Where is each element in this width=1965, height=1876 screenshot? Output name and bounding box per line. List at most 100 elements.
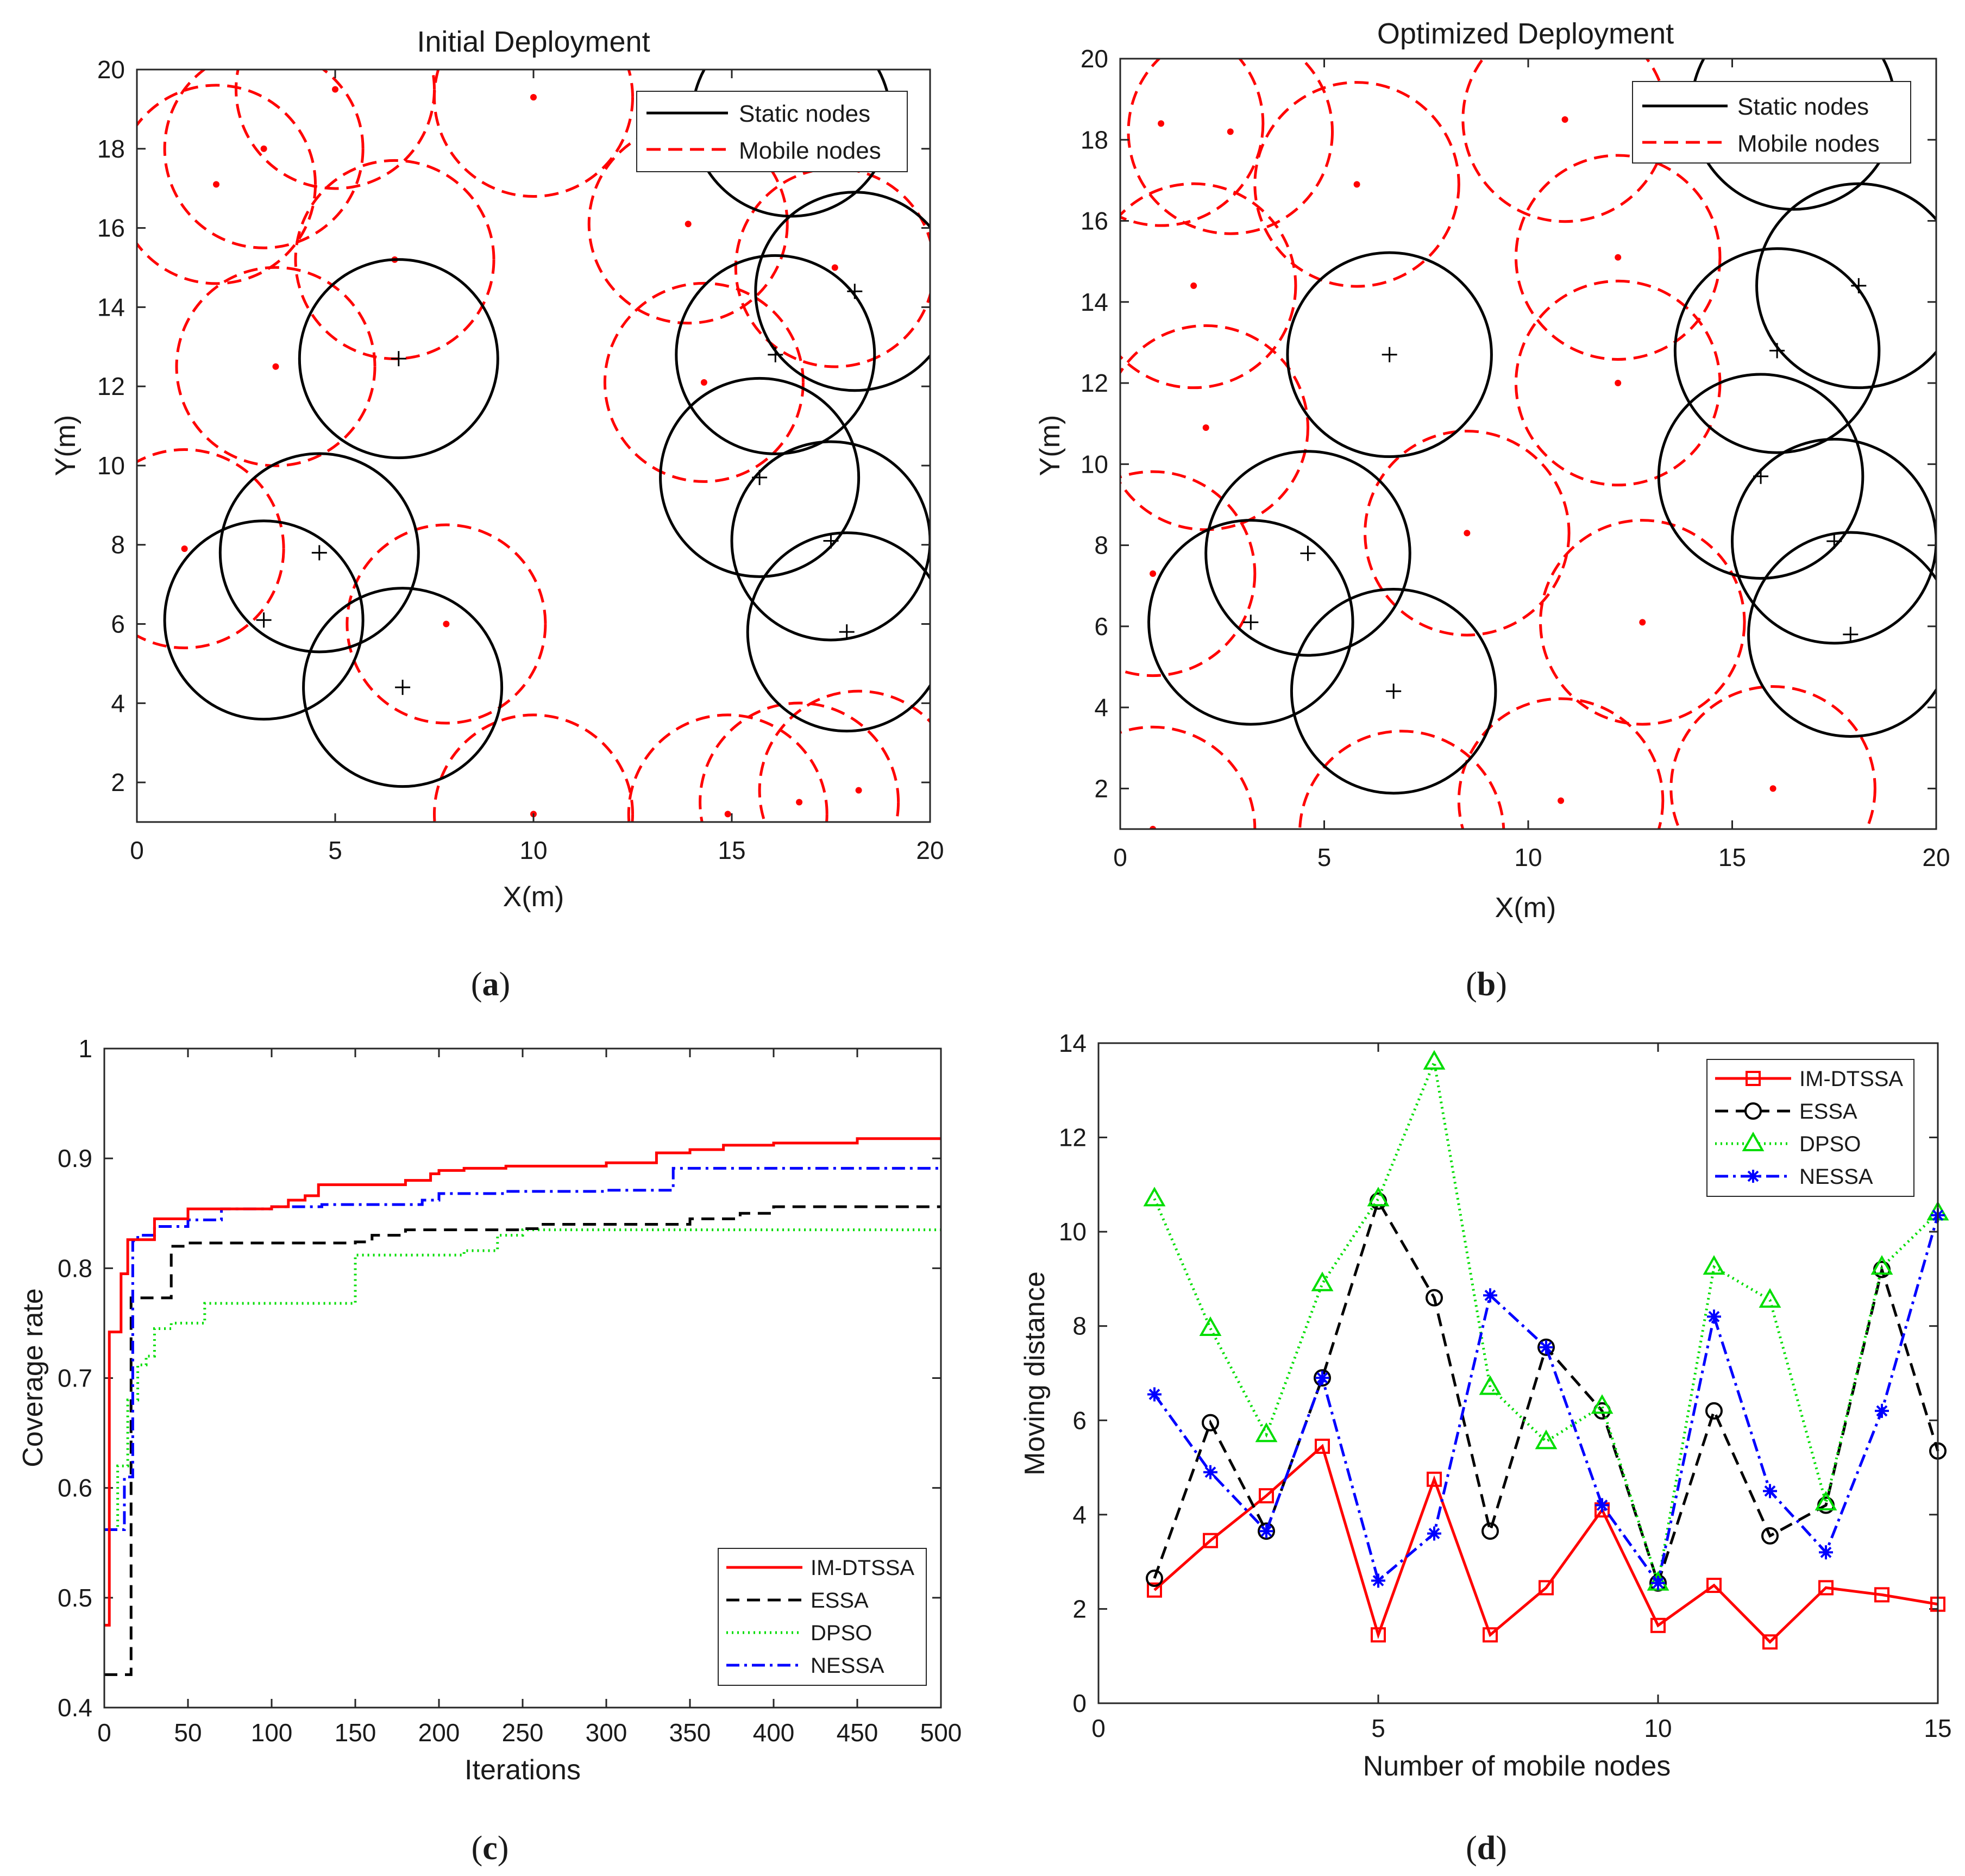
panel-b-nodes <box>1120 59 1936 829</box>
panel-d: 0 5 10 15 0 2 4 6 8 10 12 14 Number of mobile nodes… <box>1019 1029 1952 1867</box>
panel-c-xtick-label: 250 <box>502 1718 544 1747</box>
panel-d-legend-label-essa: ESSA <box>1799 1100 1857 1124</box>
panel-b-ytick-label: 2 <box>1094 774 1108 802</box>
panel-a-mobile-node-13 <box>855 787 862 794</box>
panel-d-marker-dpso <box>1199 1316 1222 1337</box>
caption-c: (c) <box>472 1830 509 1867</box>
panel-a-ytick-label: 6 <box>111 610 125 638</box>
panel-c-ytick-label: 0.5 <box>58 1584 92 1612</box>
panel-a-mobile-node-2 <box>260 145 267 152</box>
panel-d-marker-nessa <box>1595 1498 1609 1513</box>
panel-d-legend-marker-nessa <box>1747 1170 1760 1183</box>
panel-c-xtick-label: 450 <box>837 1718 878 1747</box>
panel-d-marker-essa <box>1146 1570 1163 1588</box>
panel-a-static-node-3 <box>256 612 272 628</box>
panel-b-mobile-node-7 <box>1202 424 1209 431</box>
panel-d-xtick-label: 5 <box>1371 1714 1385 1742</box>
panel-d-marker-dpso <box>1311 1271 1334 1291</box>
panel-b-ytick-label: 6 <box>1094 612 1108 641</box>
panel-a-mobile-range-9 <box>603 281 805 483</box>
panel-c-legend-label-essa: ESSA <box>811 1589 869 1613</box>
panel-d-marker-essa <box>1314 1369 1331 1387</box>
panel-c-ytick-label: 0.6 <box>58 1474 92 1502</box>
panel-d-ytick-label: 6 <box>1072 1406 1087 1434</box>
panel-d-marker-im-dtssa <box>1874 1587 1889 1603</box>
panel-d-xtick-label: 15 <box>1924 1714 1951 1742</box>
panel-d-marker-dpso <box>1591 1394 1614 1414</box>
panel-b: Optimized Deployment 0 5 10 15 20 2 4 6 8 10 12 14 1… <box>1034 17 1950 1003</box>
panel-b-xtick-label: 15 <box>1718 843 1746 871</box>
panel-b-title: Optimized Deployment <box>1377 17 1674 50</box>
panel-d-marker-im-dtssa <box>1818 1580 1834 1596</box>
panel-c-legend-label-nessa: NESSA <box>811 1654 884 1678</box>
caption-d-letter: d <box>1477 1830 1496 1867</box>
panel-c-xtick-label: 150 <box>335 1718 376 1747</box>
panel-a-mobile-range-3 <box>235 70 436 190</box>
panel-a-static-node-2 <box>311 545 327 561</box>
panel-d-marker-im-dtssa <box>1203 1533 1218 1548</box>
panel-b-xtick-label: 20 <box>1922 843 1950 871</box>
panel-d-ylabel: Moving distance <box>1019 1271 1051 1476</box>
panel-c-ytick-label: 1 <box>78 1034 92 1063</box>
panel-b-legend-mobile-label: Mobile nodes <box>1737 130 1880 157</box>
panel-a-mobile-range-15 <box>627 713 828 822</box>
panel-b-mobile-range-9 <box>1364 429 1571 637</box>
panel-c-legend-label-im-dtssa: IM-DTSSA <box>811 1556 914 1580</box>
panel-a-mobile-range-14 <box>699 701 900 822</box>
panel-a: Initial Deployment 0 5 10 15 20 2 4 6 8 10 12 14 16 1… <box>50 26 944 1003</box>
panel-d-marker-im-dtssa <box>1762 1634 1778 1650</box>
panel-a-mobile-range-10 <box>137 448 285 649</box>
panel-d-marker-essa <box>1426 1289 1443 1307</box>
panel-a-mobile-node-8 <box>831 264 838 271</box>
panel-a-xtick-label: 15 <box>718 836 745 864</box>
panel-a-legend: Static nodes Mobile nodes <box>636 91 908 172</box>
panel-d-marker-dpso <box>1535 1429 1558 1450</box>
panel-a-static-range-6 <box>675 254 876 455</box>
panel-d-marker-nessa <box>1371 1573 1385 1588</box>
panel-d-marker-im-dtssa <box>1315 1439 1330 1454</box>
panel-b-static-node-8 <box>1826 534 1842 549</box>
panel-b-ytick-label: 18 <box>1081 126 1108 154</box>
panel-d-marker-nessa <box>1483 1288 1497 1303</box>
panel-b-mobile-node-9 <box>1464 530 1471 537</box>
panel-b-mobile-node-1 <box>1158 120 1165 127</box>
panel-b-static-range-8 <box>1731 437 1936 645</box>
panel-a-static-node-7 <box>847 284 863 299</box>
panel-b-static-range-2 <box>1204 450 1411 657</box>
panel-b-static-node-7 <box>1851 278 1867 293</box>
panel-d-legend: IM-DTSSA ESSA DPSO NESSA <box>1706 1059 1914 1197</box>
panel-d-marker-im-dtssa <box>1371 1627 1386 1643</box>
panel-b-static-range-9 <box>1747 531 1936 738</box>
panel-b-mobile-node-14 <box>1769 785 1776 792</box>
panel-b-mobile-node-12 <box>1558 797 1565 804</box>
panel-c-ticks: 0 50 100 150 200 250 300 350 400 450 500 0.4 0.5 0.6 0… <box>58 1034 962 1747</box>
panel-d-ytick-label: 2 <box>1072 1595 1087 1623</box>
panel-a-static-range-1 <box>298 258 499 460</box>
panel-c-ytick-label: 0.4 <box>58 1693 92 1722</box>
panel-d-ticks: 0 5 10 15 0 2 4 6 8 10 12 14 <box>1059 1029 1952 1742</box>
panel-c-xtick-label: 0 <box>97 1718 111 1747</box>
panel-d-marker-nessa <box>1427 1526 1441 1541</box>
panel-a-ytick-label: 14 <box>97 293 125 321</box>
panel-b-xtick-label: 5 <box>1317 843 1332 871</box>
panel-a-mobile-range-11 <box>346 523 547 725</box>
panel-b-mobile-node-11 <box>1639 619 1646 626</box>
panel-a-mobile-range-1 <box>137 84 317 285</box>
panel-d-marker-dpso <box>1143 1187 1166 1207</box>
panel-b-xlabel: X(m) <box>1495 892 1556 924</box>
panel-c-line-essa <box>104 1205 941 1676</box>
panel-c-series <box>104 1137 941 1676</box>
panel-a-ytick-label: 8 <box>111 531 125 559</box>
caption-b-letter: b <box>1477 966 1496 1003</box>
panel-d-xtick-label: 0 <box>1091 1714 1106 1742</box>
panel-b-ytick-label: 8 <box>1094 531 1108 560</box>
panel-a-mobile-node-1 <box>213 181 219 188</box>
panel-b-ytick-label: 20 <box>1081 45 1108 73</box>
panel-a-xtick-label: 10 <box>519 836 547 864</box>
panel-d-ytick-label: 4 <box>1072 1501 1087 1529</box>
panel-b-mobile-range-14 <box>1669 685 1876 829</box>
panel-b-static-node-2 <box>1300 545 1316 561</box>
panel-a-ytick-label: 10 <box>97 451 125 480</box>
panel-b-mobile-node-8 <box>1150 570 1157 577</box>
